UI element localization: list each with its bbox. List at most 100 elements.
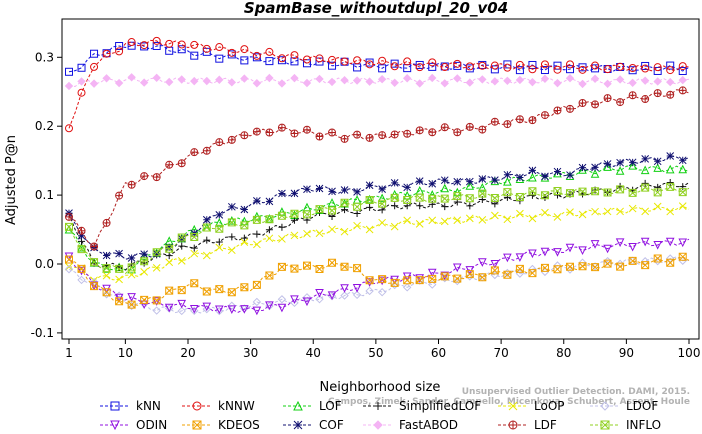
- data-point-marker: [252, 297, 262, 307]
- data-point-marker: [265, 128, 274, 137]
- data-point-marker: [578, 210, 587, 219]
- watermark-line-2: Campos, Zimek, Sander, Campello, Micenko…: [328, 397, 690, 407]
- data-point-marker: [403, 183, 412, 192]
- data-point-marker: [327, 291, 337, 300]
- data-point-marker: [140, 41, 149, 50]
- data-point-marker: [177, 233, 186, 242]
- data-point-marker: [177, 286, 186, 295]
- data-point-marker: [603, 79, 612, 89]
- data-point-marker: [578, 79, 587, 89]
- data-point-marker: [553, 167, 562, 176]
- data-point-marker: [678, 62, 687, 71]
- data-point-marker: [565, 243, 575, 253]
- legend-item-SimplifiedLOF: SimplifiedLOF: [363, 399, 481, 413]
- data-point-marker: [90, 242, 99, 251]
- data-point-marker: [428, 280, 437, 289]
- data-point-marker: [678, 156, 687, 165]
- data-point-marker: [378, 218, 386, 227]
- data-point-marker: [516, 209, 524, 218]
- data-point-marker: [390, 78, 399, 87]
- data-point-marker: [65, 212, 74, 221]
- data-point-marker: [515, 75, 525, 85]
- data-point-marker: [641, 155, 650, 163]
- data-point-marker: [303, 185, 311, 194]
- data-point-marker: [341, 206, 349, 214]
- data-point-marker: [340, 262, 349, 271]
- data-point-marker: [416, 202, 424, 210]
- data-point-marker: [278, 223, 286, 231]
- data-point-marker: [427, 268, 437, 278]
- data-point-marker: [115, 264, 124, 273]
- data-point-marker: [565, 171, 575, 180]
- data-point-marker: [440, 63, 449, 72]
- data-point-marker: [353, 264, 362, 273]
- legend-label: LOF: [319, 399, 342, 413]
- data-point-marker: [553, 191, 561, 199]
- data-point-marker: [628, 204, 637, 213]
- data-point-marker: [328, 258, 337, 267]
- data-point-marker: [491, 176, 499, 184]
- data-point-marker: [165, 39, 174, 48]
- data-point-marker: [666, 90, 675, 99]
- data-point-marker: [303, 229, 311, 238]
- series-line: [68, 205, 690, 281]
- data-point-marker: [64, 81, 74, 91]
- data-point-marker: [453, 192, 462, 201]
- data-point-marker: [490, 176, 500, 186]
- data-point-marker: [215, 43, 224, 52]
- data-point-marker: [566, 104, 575, 113]
- data-point-marker: [353, 221, 361, 230]
- x-tick-label: 40: [306, 346, 321, 360]
- data-point-marker: [641, 183, 650, 192]
- data-point-marker: [340, 76, 349, 85]
- data-point-marker: [265, 47, 274, 56]
- data-point-marker: [89, 281, 99, 291]
- data-point-marker: [152, 250, 161, 258]
- data-point-marker: [503, 193, 511, 201]
- data-point-marker: [390, 62, 399, 71]
- data-point-marker: [189, 305, 199, 314]
- watermark-line-1: Unsupervised Outlier Detection. DAMI, 20…: [462, 387, 690, 397]
- data-point-marker: [277, 295, 287, 304]
- data-point-marker: [152, 306, 161, 315]
- series-LoOP: [65, 202, 690, 285]
- data-point-marker: [590, 169, 600, 178]
- data-point-marker: [202, 223, 211, 232]
- data-point-marker: [591, 61, 600, 70]
- data-point-marker: [615, 75, 625, 84]
- legend-item-LoOP: LoOP: [498, 399, 565, 413]
- data-point-marker: [666, 66, 675, 75]
- data-point-marker: [678, 164, 688, 174]
- x-axis-label: Neighborhood size: [320, 380, 441, 395]
- data-point-marker: [302, 210, 311, 219]
- data-point-marker: [215, 285, 224, 294]
- data-point-marker: [102, 271, 111, 280]
- data-point-marker: [641, 61, 650, 70]
- data-point-marker: [190, 40, 199, 49]
- data-point-marker: [127, 301, 136, 311]
- data-point-marker: [340, 186, 349, 194]
- data-point-marker: [440, 183, 450, 193]
- data-point-marker: [565, 265, 575, 274]
- data-point-marker: [227, 48, 236, 57]
- data-point-marker: [365, 60, 374, 69]
- data-point-marker: [328, 55, 337, 64]
- data-point-marker: [666, 152, 675, 160]
- data-point-marker: [553, 65, 562, 74]
- data-point-marker: [127, 300, 136, 309]
- data-point-marker: [428, 58, 437, 67]
- data-point-marker: [315, 265, 324, 274]
- data-point-marker: [377, 287, 387, 297]
- data-point-marker: [566, 171, 574, 179]
- data-point-marker: [640, 165, 650, 175]
- data-point-marker: [190, 233, 199, 242]
- data-point-marker: [328, 187, 336, 196]
- data-point-marker: [315, 132, 324, 141]
- data-point-marker: [640, 76, 650, 85]
- data-point-marker: [374, 402, 382, 410]
- data-point-marker: [603, 160, 612, 168]
- data-point-marker: [553, 187, 562, 196]
- data-point-marker: [528, 166, 537, 175]
- data-point-marker: [277, 262, 286, 271]
- data-point-marker: [553, 61, 562, 70]
